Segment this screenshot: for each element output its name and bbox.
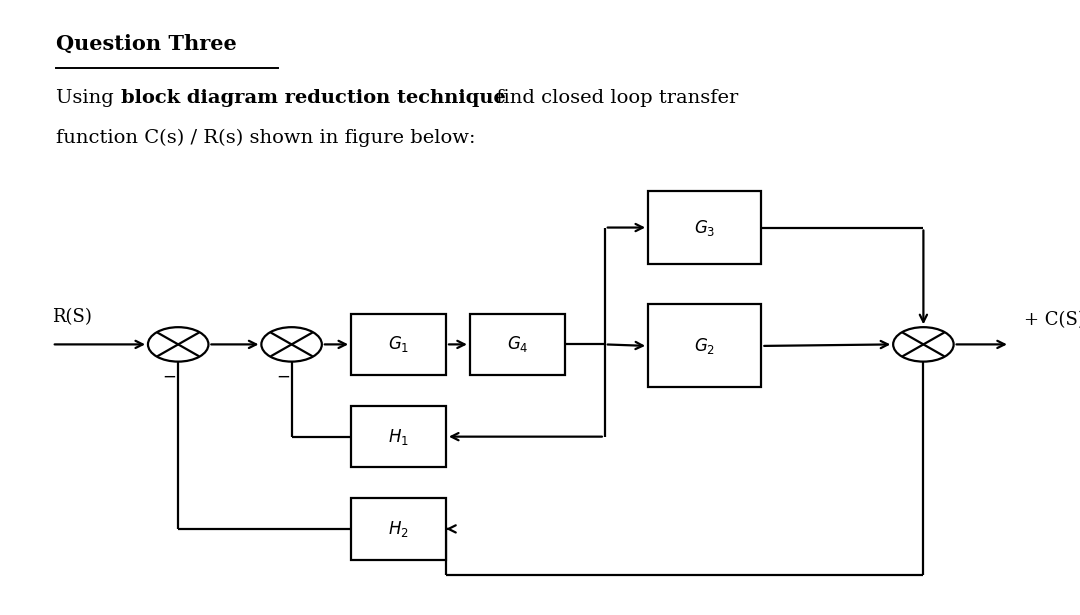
Text: R(S): R(S) xyxy=(52,308,92,326)
Text: −: − xyxy=(163,368,176,386)
FancyBboxPatch shape xyxy=(470,314,565,375)
Text: $G_3$: $G_3$ xyxy=(694,218,715,237)
FancyBboxPatch shape xyxy=(351,406,446,467)
Text: find closed loop transfer: find closed loop transfer xyxy=(490,89,739,107)
Text: block diagram reduction technique: block diagram reduction technique xyxy=(121,89,505,107)
Text: Question Three: Question Three xyxy=(56,34,237,54)
FancyBboxPatch shape xyxy=(648,191,761,264)
Text: $G_4$: $G_4$ xyxy=(507,335,528,354)
FancyBboxPatch shape xyxy=(351,314,446,375)
Text: Using: Using xyxy=(56,89,120,107)
Text: $H_1$: $H_1$ xyxy=(388,427,409,446)
Text: −: − xyxy=(276,368,289,386)
Text: $G_1$: $G_1$ xyxy=(388,335,409,354)
Text: $H_2$: $H_2$ xyxy=(388,519,409,539)
Text: + C(S): + C(S) xyxy=(1024,311,1080,329)
FancyBboxPatch shape xyxy=(648,304,761,387)
FancyBboxPatch shape xyxy=(351,498,446,560)
Text: $G_2$: $G_2$ xyxy=(694,336,715,356)
Text: function C(s) / R(s) shown in figure below:: function C(s) / R(s) shown in figure bel… xyxy=(56,129,475,148)
